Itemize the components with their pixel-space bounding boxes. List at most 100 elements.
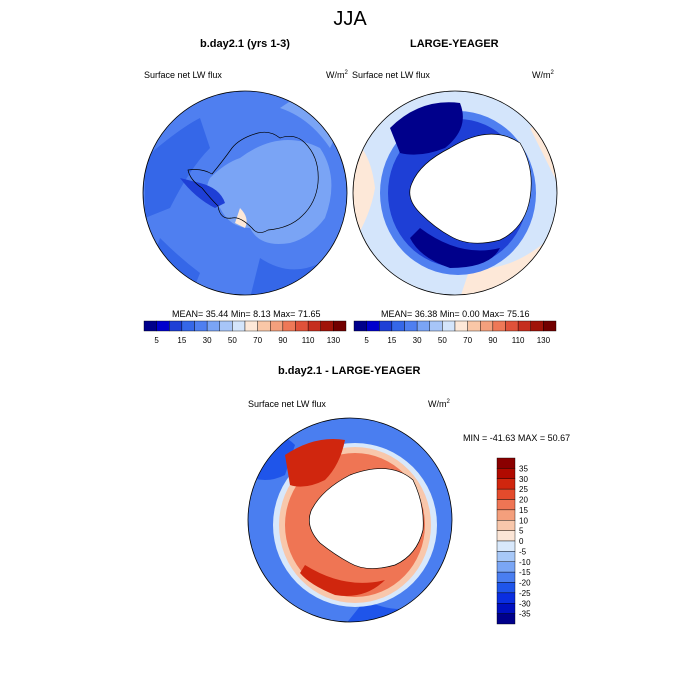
colorbar-swatch: [391, 320, 405, 332]
colorbar-swatch: [194, 320, 208, 332]
panel-3-title: b.day2.1 - LARGE-YEAGER: [278, 365, 421, 377]
panel-2-stats: MEAN= 36.38 Min= 0.00 Max= 75.16: [381, 309, 529, 319]
colorbar-swatch: [496, 509, 516, 521]
mean-value: 36.38: [414, 309, 438, 319]
colorbar-swatch: [454, 320, 468, 332]
colorbar-swatch: [496, 530, 516, 542]
colorbar-swatch: [467, 320, 481, 332]
colorbar-tick-label: 90: [488, 336, 497, 345]
colorbar-tick-label: 130: [327, 336, 341, 345]
colorbar-swatch: [232, 320, 246, 332]
min-value: 8.13: [253, 309, 271, 319]
colorbar-tick-label: -20: [519, 579, 531, 588]
max-label: Max=: [482, 309, 505, 319]
max-label: Max=: [273, 309, 296, 319]
colorbar-tick-label: 130: [537, 336, 551, 345]
colorbar-swatch: [496, 582, 516, 594]
colorbar-swatch: [143, 320, 157, 332]
colorbar-tick-label: 0: [519, 537, 524, 546]
colorbar-swatch: [496, 488, 516, 500]
colorbar-swatch: [307, 320, 321, 332]
panel-2-variable: Surface net LW flux: [352, 70, 430, 80]
colorbar-tick-label: 70: [463, 336, 472, 345]
colorbar-tick-label: 35: [519, 464, 528, 473]
panel-1-polar-map: [142, 90, 348, 296]
colorbar-swatch: [257, 320, 271, 332]
units-exponent: 2: [446, 399, 450, 405]
mean-value: 35.44: [205, 309, 229, 319]
colorbar-swatch: [496, 499, 516, 511]
colorbar-swatch: [480, 320, 494, 332]
panel-1-colorbar: 5 15 30 50 70 90 110 130: [143, 320, 347, 345]
mean-label: MEAN=: [172, 309, 204, 319]
max-value: 75.16: [506, 309, 530, 319]
colorbar-swatch: [429, 320, 443, 332]
colorbar-tick-label: -35: [519, 610, 531, 619]
colorbar-swatch: [270, 320, 284, 332]
colorbar-tick-label: 5: [519, 527, 524, 536]
colorbar-swatch: [505, 320, 519, 332]
colorbar-swatch: [496, 457, 516, 469]
colorbar-swatch: [206, 320, 220, 332]
mean-label: MEAN=: [381, 309, 413, 319]
colorbar-tick-label: 30: [413, 336, 422, 345]
panel-3-variable: Surface net LW flux: [248, 399, 326, 409]
colorbar-swatch: [496, 478, 516, 490]
colorbar-tick-label: -10: [519, 558, 531, 567]
colorbar-swatch: [496, 571, 516, 583]
max-label: MAX =: [517, 433, 546, 443]
colorbar-tick-label: 30: [203, 336, 212, 345]
colorbar-swatch: [295, 320, 309, 332]
colorbar-tick-label: -5: [519, 547, 527, 556]
panel-1-title: b.day2.1 (yrs 1-3): [200, 38, 290, 50]
colorbar-swatch: [219, 320, 233, 332]
colorbar-swatch: [353, 320, 367, 332]
colorbar-tick-label: 25: [519, 485, 528, 494]
colorbar-swatch: [442, 320, 456, 332]
colorbar-tick-label: 50: [228, 336, 237, 345]
colorbar-swatch: [366, 320, 380, 332]
panel-1-stats: MEAN= 35.44 Min= 8.13 Max= 71.65: [172, 309, 320, 319]
colorbar-swatch: [282, 320, 296, 332]
colorbar-swatch: [379, 320, 393, 332]
colorbar-tick-label: -25: [519, 589, 531, 598]
max-value: 71.65: [297, 309, 321, 319]
panel-2-colorbar: 5 15 30 50 70 90 110 130: [353, 320, 557, 345]
colorbar-swatch: [404, 320, 418, 332]
colorbar-tick-label: 15: [519, 506, 528, 515]
colorbar-tick-label: 20: [519, 496, 528, 505]
colorbar-swatch: [156, 320, 170, 332]
figure-title: JJA: [333, 8, 367, 30]
colorbar-swatch: [496, 551, 516, 562]
colorbar-tick-label: 5: [154, 336, 159, 345]
colorbar-tick-label: 50: [438, 336, 447, 345]
max-value: 50.67: [547, 433, 571, 443]
colorbar-swatch: [496, 540, 516, 552]
panel-2-units: W/m2: [532, 70, 554, 80]
colorbar-swatch: [530, 320, 544, 332]
colorbar-tick-label: 90: [278, 336, 287, 345]
min-label: MIN =: [463, 433, 488, 443]
colorbar-tick-label: 30: [519, 475, 528, 484]
units-text: W/m: [326, 70, 345, 80]
colorbar-tick-label: -30: [519, 599, 531, 608]
min-label: Min=: [439, 309, 460, 319]
panel-2-title: LARGE-YEAGER: [410, 38, 499, 50]
colorbar-tick-label: 5: [364, 336, 369, 345]
panel-3-polar-map: [247, 417, 453, 623]
panel-2-polar-map: [352, 90, 558, 296]
units-text: W/m: [532, 70, 551, 80]
colorbar-swatch: [320, 320, 334, 332]
colorbar-swatch: [543, 320, 557, 332]
units-exponent: 2: [550, 70, 554, 76]
colorbar-tick-label: 110: [302, 336, 315, 345]
colorbar-tick-label: 70: [253, 336, 262, 345]
units-text: W/m: [428, 399, 447, 409]
panel-1-units: W/m2: [326, 70, 348, 80]
colorbar-swatch: [496, 520, 516, 531]
colorbar-swatch: [496, 613, 516, 625]
min-value: 0.00: [462, 309, 480, 319]
colorbar-swatch: [181, 320, 195, 332]
min-label: Min=: [230, 309, 251, 319]
